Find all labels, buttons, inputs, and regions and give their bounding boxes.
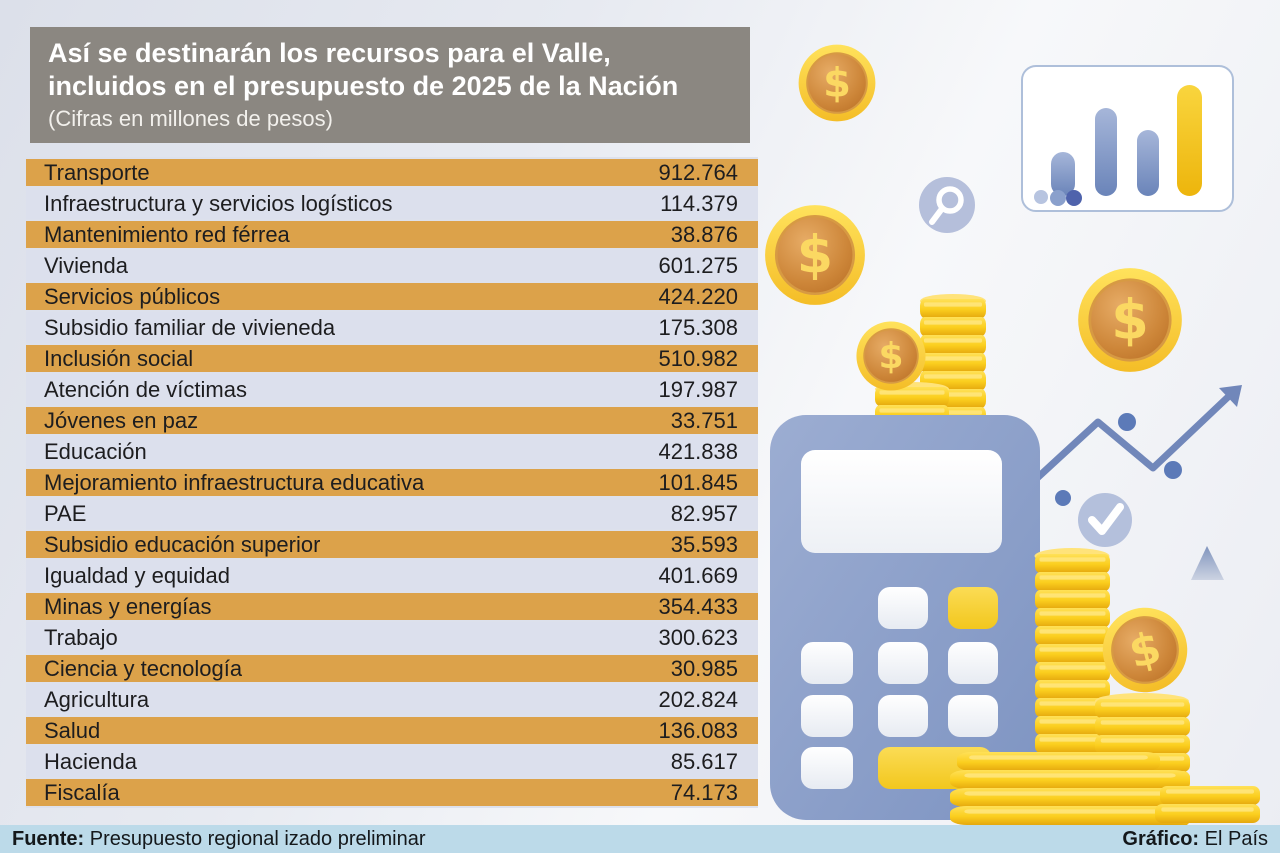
table-row: Servicios públicos 424.220 bbox=[26, 281, 758, 312]
row-label: Subsidio educación superior bbox=[44, 531, 321, 557]
table-row: Educación 421.838 bbox=[26, 436, 758, 467]
bar-chart-icon bbox=[1021, 65, 1234, 212]
table-row: PAE 82.957 bbox=[26, 498, 758, 529]
row-value: 35.593 bbox=[670, 531, 738, 557]
row-label: PAE bbox=[44, 500, 87, 526]
row-value: 421.838 bbox=[658, 438, 738, 464]
row-label: Infraestructura y servicios logísticos bbox=[44, 190, 393, 216]
title-box: Así se destinarán los recursos para el V… bbox=[30, 27, 750, 144]
credit-text: El País bbox=[1199, 827, 1268, 850]
coin-icon bbox=[1078, 268, 1182, 372]
row-value: 912.764 bbox=[658, 159, 738, 185]
coin-icon bbox=[856, 321, 926, 391]
row-value: 354.433 bbox=[658, 593, 738, 619]
table-row: Minas y energías 354.433 bbox=[26, 591, 758, 622]
check-icon bbox=[1078, 493, 1132, 547]
coin-stack-icon bbox=[1034, 548, 1110, 825]
row-value: 424.220 bbox=[658, 283, 738, 309]
row-value: 601.275 bbox=[658, 252, 738, 278]
table-row: Atención de víctimas 197.987 bbox=[26, 374, 758, 405]
row-label: Mantenimiento red férrea bbox=[44, 221, 290, 247]
row-label: Ciencia y tecnología bbox=[44, 655, 243, 681]
row-label: Hacienda bbox=[44, 748, 137, 774]
search-icon bbox=[919, 177, 975, 233]
row-label: Jóvenes en paz bbox=[44, 407, 199, 433]
row-label: Servicios públicos bbox=[44, 283, 221, 309]
row-label: Vivienda bbox=[44, 252, 128, 278]
table-row: Subsidio educación superior 35.593 bbox=[26, 529, 758, 560]
row-value: 101.845 bbox=[658, 469, 738, 495]
source-label: Fuente: bbox=[12, 827, 85, 850]
page-subtitle: (Cifras en millones de pesos) bbox=[48, 105, 333, 131]
credit-note: Gráfico: El País bbox=[1122, 828, 1268, 851]
row-label: Agricultura bbox=[44, 686, 150, 712]
row-label: Inclusión social bbox=[44, 345, 194, 371]
row-label: Fiscalía bbox=[44, 779, 120, 805]
row-value: 197.987 bbox=[658, 376, 738, 402]
row-value: 175.308 bbox=[658, 314, 738, 340]
row-label: Atención de víctimas bbox=[44, 376, 247, 402]
table-row: Trabajo 300.623 bbox=[26, 622, 758, 653]
title-line-2: incluidos en el presupuesto de 2025 de l… bbox=[48, 71, 679, 102]
row-value: 510.982 bbox=[658, 345, 738, 371]
coin-icon bbox=[765, 205, 865, 305]
footer-bar: Fuente: Presupuesto regional izado preli… bbox=[0, 825, 1280, 853]
credit-label: Gráfico: bbox=[1122, 827, 1200, 850]
coin-stack-icon bbox=[1095, 693, 1190, 825]
row-label: Educación bbox=[44, 438, 147, 464]
table-row: Fiscalía 74.173 bbox=[26, 777, 758, 808]
table-row: Hacienda 85.617 bbox=[26, 746, 758, 777]
row-label: Subsidio familiar de vivieneda bbox=[44, 314, 336, 340]
table-row: Ciencia y tecnología 30.985 bbox=[26, 653, 758, 684]
table-row: Mejoramiento infraestructura educativa 10… bbox=[26, 467, 758, 498]
row-value: 30.985 bbox=[670, 655, 738, 681]
table-row: Transporte 912.764 bbox=[26, 157, 758, 188]
row-value: 33.751 bbox=[670, 407, 738, 433]
triangle-icon bbox=[1191, 546, 1224, 580]
growth-arrow-icon bbox=[1031, 385, 1242, 506]
table-row: Mantenimiento red férrea 38.876 bbox=[26, 219, 758, 250]
table-row: Salud 136.083 bbox=[26, 715, 758, 746]
title-line-1: Así se destinarán los recursos para el V… bbox=[48, 38, 611, 68]
row-label: Transporte bbox=[44, 159, 150, 185]
calculator-icon bbox=[770, 415, 1040, 820]
row-label: Trabajo bbox=[44, 624, 118, 650]
row-value: 401.669 bbox=[658, 562, 738, 588]
table-row: Inclusión social 510.982 bbox=[26, 343, 758, 374]
money-illustration: $ bbox=[765, 44, 1260, 825]
row-label: Minas y energías bbox=[44, 593, 212, 619]
row-value: 38.876 bbox=[670, 221, 738, 247]
budget-table: Transporte 912.764 Infraestructura y serv… bbox=[26, 157, 758, 808]
row-label: Igualdad y equidad bbox=[44, 562, 230, 588]
source-text: Presupuesto regional izado preliminar bbox=[84, 827, 426, 850]
coin-stack-icon bbox=[950, 752, 1260, 825]
table-row: Subsidio familiar de vivieneda 175.308 bbox=[26, 312, 758, 343]
row-label: Salud bbox=[44, 717, 101, 743]
page-title: Así se destinarán los recursos para el V… bbox=[48, 37, 732, 104]
row-value: 202.824 bbox=[658, 686, 738, 712]
row-label: Mejoramiento infraestructura educativa bbox=[44, 469, 425, 495]
row-value: 82.957 bbox=[670, 500, 738, 526]
table-row: Infraestructura y servicios logísticos 11… bbox=[26, 188, 758, 219]
table-row: Igualdad y equidad 401.669 bbox=[26, 560, 758, 591]
row-value: 300.623 bbox=[658, 624, 738, 650]
row-value: 85.617 bbox=[670, 748, 738, 774]
row-value: 74.173 bbox=[670, 779, 738, 805]
row-value: 136.083 bbox=[658, 717, 738, 743]
table-row: Vivienda 601.275 bbox=[26, 250, 758, 281]
table-row: Jóvenes en paz 33.751 bbox=[26, 405, 758, 436]
table-row: Agricultura 202.824 bbox=[26, 684, 758, 715]
row-value: 114.379 bbox=[660, 190, 738, 216]
coin-icon bbox=[798, 44, 876, 122]
source-note: Fuente: Presupuesto regional izado preli… bbox=[12, 828, 426, 851]
